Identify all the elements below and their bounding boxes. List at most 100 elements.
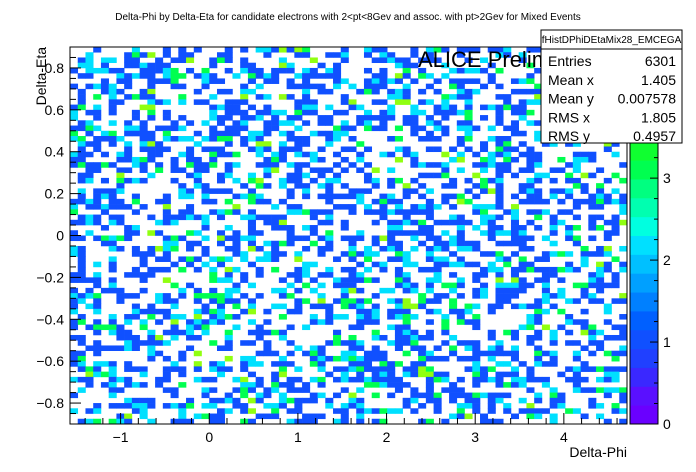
heatmap-cell <box>116 198 125 205</box>
heatmap-cell <box>340 204 349 210</box>
heatmap-cell <box>232 162 241 168</box>
heatmap-cell <box>209 73 218 79</box>
heatmap-cell <box>611 334 620 341</box>
heatmap-cell <box>379 99 388 105</box>
heatmap-cell <box>240 88 249 95</box>
heatmap-cell <box>325 115 334 121</box>
heatmap-cell <box>472 204 481 210</box>
heatmap-cell <box>371 277 380 283</box>
heatmap-cell <box>155 67 164 74</box>
heatmap-cell <box>209 319 218 325</box>
heatmap-cell <box>209 272 218 278</box>
heatmap-cell <box>518 183 527 189</box>
heatmap-cell <box>340 287 349 294</box>
heatmap-cell <box>580 324 589 331</box>
heatmap-cell <box>472 272 481 278</box>
heatmap-cell <box>340 387 349 393</box>
y-tick-label: 0 <box>56 228 64 244</box>
heatmap-cell <box>503 261 512 268</box>
heatmap-cell <box>588 251 597 257</box>
heatmap-cell <box>325 397 334 404</box>
heatmap-cell <box>224 272 233 278</box>
heatmap-cell <box>139 88 148 95</box>
heatmap-cell <box>480 251 489 257</box>
heatmap-cell <box>255 256 264 262</box>
heatmap-cell <box>387 324 396 331</box>
heatmap-cell <box>131 225 140 231</box>
heatmap-cell <box>240 125 249 132</box>
heatmap-cell <box>147 67 156 74</box>
heatmap-cell <box>286 47 295 53</box>
heatmap-cell <box>263 162 272 168</box>
heatmap-cell <box>100 162 109 168</box>
heatmap-cell <box>596 193 605 200</box>
heatmap-cell <box>286 136 295 142</box>
heatmap-cell <box>526 403 535 409</box>
heatmap-cell <box>240 256 249 262</box>
heatmap-cell <box>108 130 117 137</box>
heatmap-cell <box>472 151 481 158</box>
heatmap-cell <box>495 83 504 90</box>
heatmap-cell <box>294 287 303 294</box>
heatmap-cell <box>518 57 527 64</box>
heatmap-cell <box>124 366 133 372</box>
heatmap-cell <box>541 256 550 262</box>
heatmap-cell <box>77 162 86 168</box>
heatmap-cell <box>193 319 202 325</box>
heatmap-cell <box>255 193 264 200</box>
heatmap-cell <box>472 392 481 399</box>
heatmap-cell <box>271 251 280 257</box>
heatmap-cell <box>410 209 419 215</box>
heatmap-cell <box>425 115 434 121</box>
heatmap-cell <box>580 183 589 189</box>
heatmap-cell <box>371 408 380 414</box>
heatmap-cell <box>449 204 458 210</box>
heatmap-cell <box>603 230 612 236</box>
heatmap-cell <box>464 94 473 100</box>
heatmap-cell <box>572 371 581 378</box>
heatmap-cell <box>503 162 512 168</box>
heatmap-cell <box>162 251 171 257</box>
heatmap-cell <box>247 104 256 111</box>
heatmap-cell <box>456 319 465 325</box>
heatmap-cell <box>147 340 156 346</box>
heatmap-cell <box>124 334 133 341</box>
heatmap-cell <box>402 319 411 325</box>
heatmap-cell <box>302 136 311 142</box>
heatmap-cell <box>588 403 597 409</box>
heatmap-cell <box>464 177 473 184</box>
heatmap-cell <box>495 251 504 257</box>
heatmap-cell <box>456 78 465 84</box>
heatmap-cell <box>480 413 489 420</box>
heatmap-cell <box>93 272 102 278</box>
heatmap-cell <box>464 308 473 315</box>
heatmap-cell <box>495 151 504 158</box>
heatmap-cell <box>263 403 272 409</box>
heatmap-cell <box>557 266 566 273</box>
heatmap-cell <box>333 376 342 383</box>
heatmap-cell <box>302 47 311 53</box>
heatmap-cell <box>224 125 233 132</box>
heatmap-cell <box>363 125 373 132</box>
heatmap-cell <box>116 245 125 252</box>
heatmap-cell <box>472 287 481 294</box>
heatmap-cell <box>596 167 605 173</box>
x-tick-label: 3 <box>471 429 479 445</box>
heatmap-cell <box>557 209 566 215</box>
heatmap-cell <box>263 47 272 53</box>
heatmap-cell <box>565 172 574 179</box>
heatmap-cell <box>418 392 427 399</box>
heatmap-cell <box>302 261 311 268</box>
heatmap-cell <box>480 392 489 399</box>
heatmap-cell <box>263 387 272 393</box>
heatmap-cell <box>526 188 535 194</box>
heatmap-cell <box>108 256 117 262</box>
heatmap-cell <box>495 146 504 153</box>
heatmap-cell <box>480 230 489 236</box>
heatmap-cell <box>170 282 179 289</box>
heatmap-cell <box>124 78 133 84</box>
heatmap-cell <box>70 136 79 142</box>
heatmap-cell <box>302 397 311 404</box>
heatmap-cell <box>70 209 79 215</box>
heatmap-cell <box>286 115 295 121</box>
